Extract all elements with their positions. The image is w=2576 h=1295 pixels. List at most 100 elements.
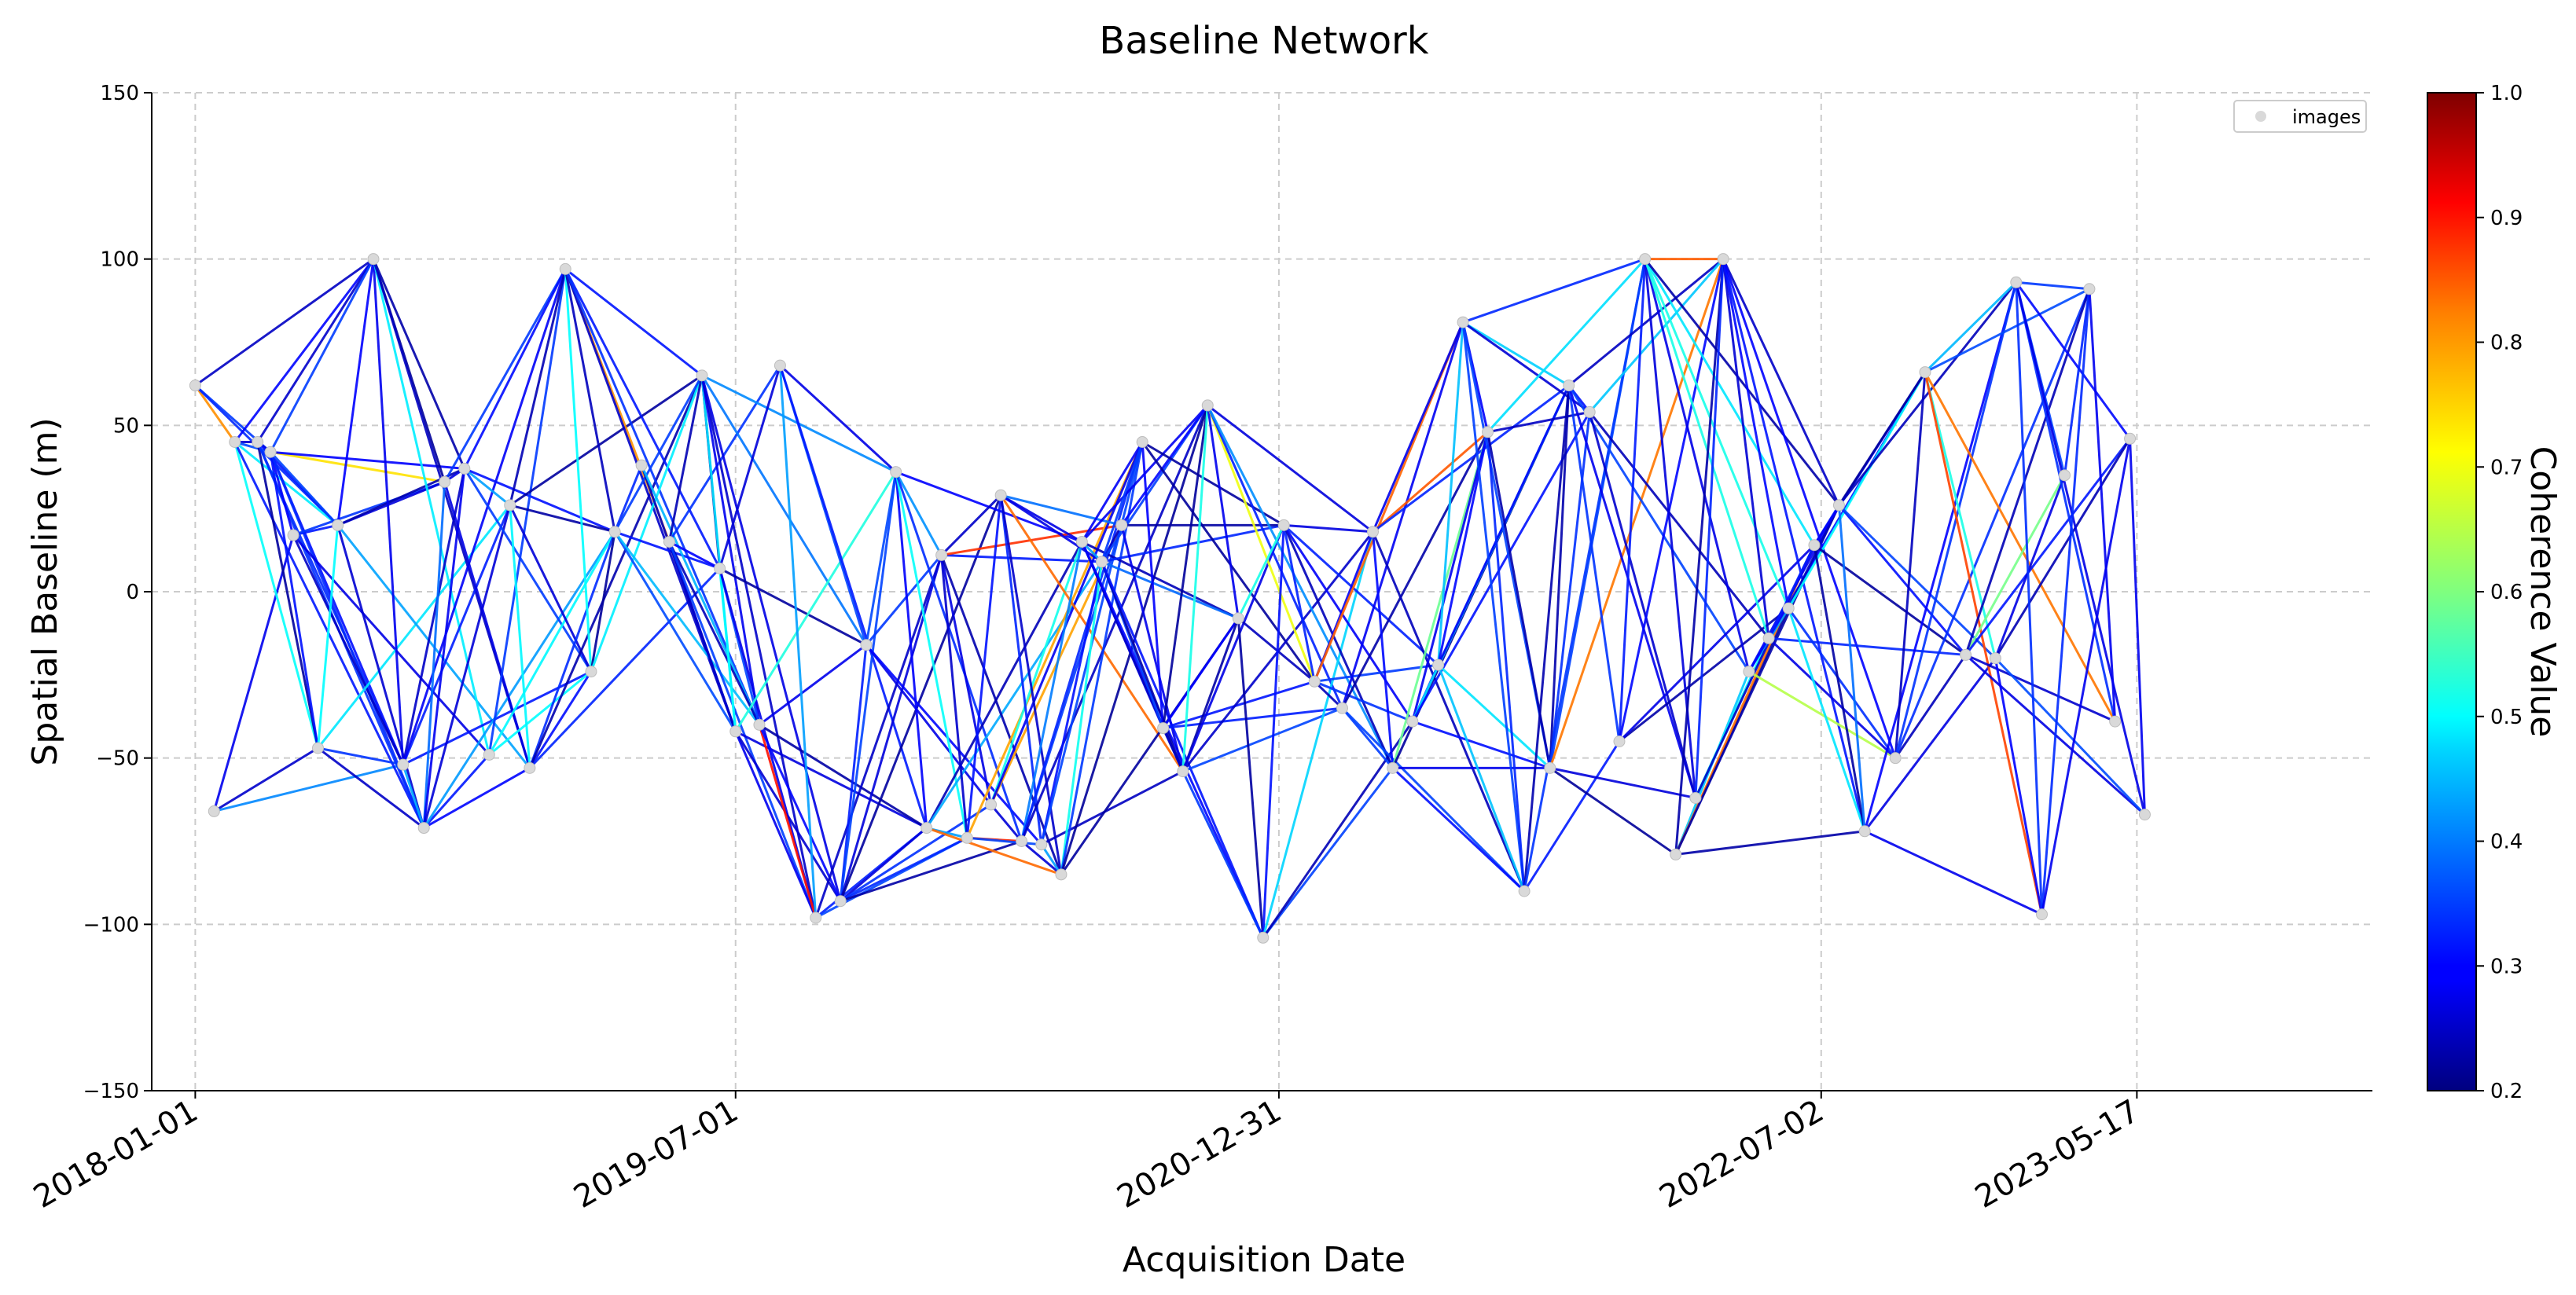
interferogram-edge xyxy=(1768,636,1966,656)
interferogram-edge xyxy=(1567,258,1725,387)
interferogram-edge xyxy=(895,471,928,828)
image-point xyxy=(1432,659,1445,671)
interferogram-edge xyxy=(1994,438,2131,659)
image-point xyxy=(729,725,742,738)
interferogram-edge xyxy=(422,482,446,828)
image-point xyxy=(367,253,380,266)
interferogram-edge xyxy=(1040,843,1063,875)
legend-marker xyxy=(2255,111,2266,122)
interferogram-edge xyxy=(1838,371,1927,506)
y-tick-label: 100 xyxy=(100,248,139,272)
y-tick-label: −50 xyxy=(96,747,139,771)
interferogram-edge xyxy=(509,504,616,534)
image-point xyxy=(1782,602,1795,614)
interferogram-edge xyxy=(372,259,491,755)
interferogram-edge xyxy=(528,375,704,769)
interferogram-edge xyxy=(292,534,405,765)
x-axis-label: Acquisition Date xyxy=(1123,1240,1406,1280)
colorbar-tick-label: 0.6 xyxy=(2490,581,2523,604)
interferogram-edge xyxy=(1020,541,1083,842)
image-point xyxy=(417,822,430,835)
colorbar-label: Coherence Value xyxy=(2523,446,2563,738)
interferogram-edge xyxy=(269,451,295,536)
interferogram-edge xyxy=(423,767,531,829)
interferogram-edge xyxy=(1437,664,1551,769)
image-point xyxy=(1308,675,1321,688)
image-point xyxy=(1366,526,1379,538)
interferogram-edge xyxy=(1722,259,1840,506)
interferogram-edge xyxy=(1589,411,1770,640)
interferogram-edge xyxy=(614,530,721,570)
legend-box xyxy=(2233,100,2367,133)
interferogram-edge xyxy=(1282,525,1316,682)
image-point xyxy=(1016,835,1028,847)
image-point xyxy=(208,805,220,817)
interferogram-edge xyxy=(613,375,704,533)
interferogram-edge xyxy=(1863,657,1997,832)
legend-entry: images xyxy=(2292,106,2361,128)
interferogram-edge xyxy=(1924,372,1997,659)
interferogram-edge xyxy=(1838,504,1997,659)
image-point xyxy=(252,436,264,448)
interferogram-edge xyxy=(668,541,761,725)
interferogram-edge xyxy=(1101,442,1144,563)
image-point xyxy=(189,380,201,392)
interferogram-edge xyxy=(463,468,511,507)
interferogram-edge xyxy=(1486,258,1646,433)
interferogram-edge xyxy=(213,747,319,813)
interferogram-edge xyxy=(700,375,842,902)
x-tick-label: 2023-05-17 xyxy=(1969,1093,2145,1216)
interferogram-edge xyxy=(317,504,511,749)
interferogram-edge xyxy=(1618,259,1647,742)
interferogram-edge xyxy=(1813,545,1866,832)
image-point xyxy=(1136,436,1148,448)
interferogram-edge xyxy=(1040,561,1104,846)
interferogram-edge xyxy=(269,258,375,453)
interferogram-edge xyxy=(336,259,375,526)
interferogram-edge xyxy=(700,375,761,725)
interferogram-edge xyxy=(1461,321,1526,892)
colorbar-tick-label: 0.2 xyxy=(2490,1080,2523,1103)
interferogram-edge xyxy=(1644,258,1840,506)
interferogram-edges xyxy=(194,258,2146,939)
x-tick-label: 2018-01-01 xyxy=(28,1093,204,1216)
interferogram-edge xyxy=(1020,442,1144,842)
image-point xyxy=(1232,612,1244,625)
interferogram-edge xyxy=(372,259,466,469)
interferogram-edge xyxy=(1437,321,1464,666)
interferogram-edge xyxy=(1141,442,1165,728)
image-point xyxy=(2058,469,2071,482)
interferogram-edge xyxy=(317,525,340,749)
interferogram-edge xyxy=(925,541,1083,829)
image-point xyxy=(961,831,973,844)
colorbar-tick-label: 0.5 xyxy=(2490,706,2523,729)
interferogram-edge xyxy=(270,450,465,470)
interferogram-edge xyxy=(999,494,1063,875)
interferogram-edge xyxy=(668,365,781,543)
interferogram-edge xyxy=(1644,259,1751,672)
interferogram-edge xyxy=(423,754,491,829)
image-point xyxy=(1832,499,1845,512)
interferogram-edge xyxy=(1994,658,2043,915)
image-point xyxy=(1989,652,2001,665)
image-point xyxy=(1919,366,1931,379)
interferogram-edge xyxy=(1081,541,1265,938)
interferogram-edge xyxy=(1924,281,2017,373)
interferogram-edge xyxy=(758,724,818,919)
interferogram-edge xyxy=(1282,524,1395,769)
interferogram-edge xyxy=(1588,412,1697,798)
interferogram-edge xyxy=(402,764,425,829)
interferogram-edge xyxy=(1589,258,1725,413)
interferogram-edge xyxy=(1549,259,1647,769)
interferogram-edge xyxy=(233,441,339,526)
interferogram-edge xyxy=(668,541,721,570)
interferogram-edge xyxy=(840,827,928,902)
interferogram-edge xyxy=(443,481,531,769)
chart-title: Baseline Network xyxy=(1099,19,1428,63)
interferogram-edge xyxy=(1788,607,1897,759)
image-point xyxy=(1075,536,1088,548)
interferogram-edge xyxy=(509,374,703,507)
image-point xyxy=(1762,632,1775,644)
